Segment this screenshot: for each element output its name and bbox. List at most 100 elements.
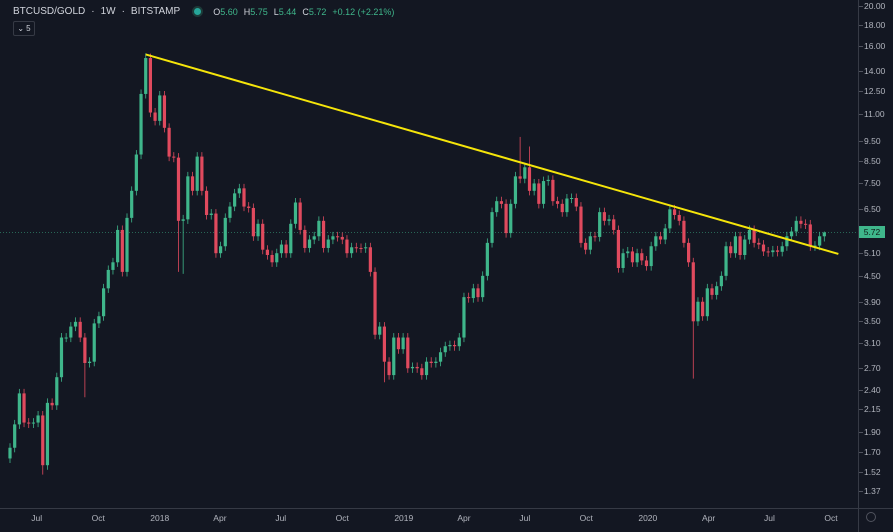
ohlc-low: L5.44	[273, 6, 297, 17]
candle-up	[719, 271, 723, 291]
candle-body	[200, 156, 204, 191]
candle-body	[808, 224, 812, 247]
candle-body	[593, 236, 597, 238]
candle-up	[822, 231, 826, 242]
candle-up	[696, 297, 700, 326]
candle-down	[368, 242, 372, 277]
candle-body	[537, 183, 541, 204]
candle-up	[116, 225, 120, 267]
candle-body	[307, 239, 312, 248]
candle-body	[73, 321, 78, 327]
candle-down	[775, 245, 780, 257]
candle-body	[139, 93, 143, 155]
candle-up	[546, 175, 550, 186]
interval[interactable]: 1W	[100, 6, 116, 17]
candle-body	[415, 366, 419, 369]
candle-up	[434, 357, 438, 368]
candle-up	[59, 333, 64, 382]
price-axis[interactable]: 20.00 18.00 16.00 14.00 12.50 11.00 9.50 8.50 7.…	[858, 0, 893, 508]
x-tick-label: Oct	[824, 513, 838, 523]
candle-body	[59, 337, 64, 378]
time-axis[interactable]: Jul Oct 2018 Apr Jul Oct 2019 Apr Jul Oct 2020 Apr J…	[0, 508, 858, 532]
candle-down	[766, 246, 770, 257]
candle-up	[219, 241, 223, 258]
candle-body	[677, 214, 681, 221]
candle-body	[780, 246, 784, 252]
candle-down	[560, 199, 564, 217]
candle-down	[83, 333, 87, 398]
candle-body	[574, 198, 578, 207]
candle-up	[462, 292, 466, 343]
candle-body	[45, 402, 50, 466]
candle-body	[350, 247, 354, 254]
candle-body	[214, 213, 218, 254]
candle-body	[336, 236, 340, 238]
candle-body	[83, 337, 87, 363]
candle-body	[420, 368, 424, 376]
candle-down	[41, 410, 45, 475]
candle-up	[289, 219, 293, 258]
candle-body	[555, 201, 560, 204]
candle-down	[261, 219, 265, 255]
candle-body	[438, 352, 443, 362]
candle-body	[785, 236, 789, 247]
symbol-name[interactable]: BTCUSD/GOLD	[13, 6, 86, 17]
candle-up	[158, 90, 162, 126]
candle-body	[186, 176, 190, 220]
candle-body	[275, 253, 279, 263]
candle-up	[401, 333, 405, 354]
candle-down	[214, 209, 218, 258]
candle-body	[97, 316, 101, 324]
candle-body	[504, 203, 508, 234]
price-chart[interactable]	[0, 0, 858, 508]
candle-body	[312, 236, 316, 240]
chevron-down-icon: ⌄	[17, 24, 25, 33]
candle-down	[467, 292, 471, 303]
candle-body	[584, 242, 588, 250]
candle-body	[36, 415, 40, 423]
candle-body	[457, 337, 461, 347]
x-tick-label: 2020	[638, 513, 658, 523]
candle-body	[55, 377, 59, 406]
candle-up	[13, 419, 17, 453]
candle-up	[495, 196, 499, 217]
candle-up	[228, 202, 232, 223]
candle-body	[340, 236, 344, 240]
candle-body	[804, 223, 808, 225]
y-tick-label: 3.10	[859, 338, 881, 349]
candle-body	[279, 244, 284, 254]
ohlc-high: H5.75	[243, 6, 268, 17]
candle-body	[738, 236, 742, 255]
candle-down	[200, 152, 204, 196]
indicators-toggle-button[interactable]: ⌄ 5	[13, 21, 35, 36]
candle-body	[635, 253, 639, 263]
candle-up	[733, 231, 737, 258]
candle-up	[785, 231, 789, 251]
y-tick-label: 1.37	[859, 486, 881, 496]
candle-down	[22, 388, 26, 428]
price-change: +0.12 (+2.21%)	[332, 6, 395, 17]
candle-down	[303, 225, 307, 253]
candle-up	[307, 235, 312, 253]
x-tick-label: Oct	[579, 513, 593, 523]
x-tick-label: Oct	[335, 513, 349, 523]
x-tick-label: Jul	[31, 513, 43, 523]
x-tick-label: Jul	[275, 513, 287, 523]
candle-up	[293, 198, 298, 229]
candle-up	[8, 443, 12, 464]
y-tick-label: 3.90	[859, 296, 881, 307]
market-status-icon	[194, 8, 202, 15]
candle-body	[799, 220, 803, 224]
candle-body	[289, 223, 293, 254]
y-tick-label: 7.50	[859, 178, 881, 189]
candle-body	[691, 262, 695, 322]
candle-body	[541, 181, 546, 204]
candle-body	[223, 217, 227, 247]
candle-body	[813, 245, 817, 247]
trendline[interactable]	[145, 53, 839, 255]
legend-header: BTCUSD/GOLD · 1W · BITSTAMP O5.60 H5.75 …	[13, 6, 394, 17]
y-tick-label: 2.40	[859, 384, 881, 395]
candle-body	[822, 232, 826, 237]
gear-icon[interactable]	[866, 512, 876, 522]
candle-down	[710, 283, 714, 300]
